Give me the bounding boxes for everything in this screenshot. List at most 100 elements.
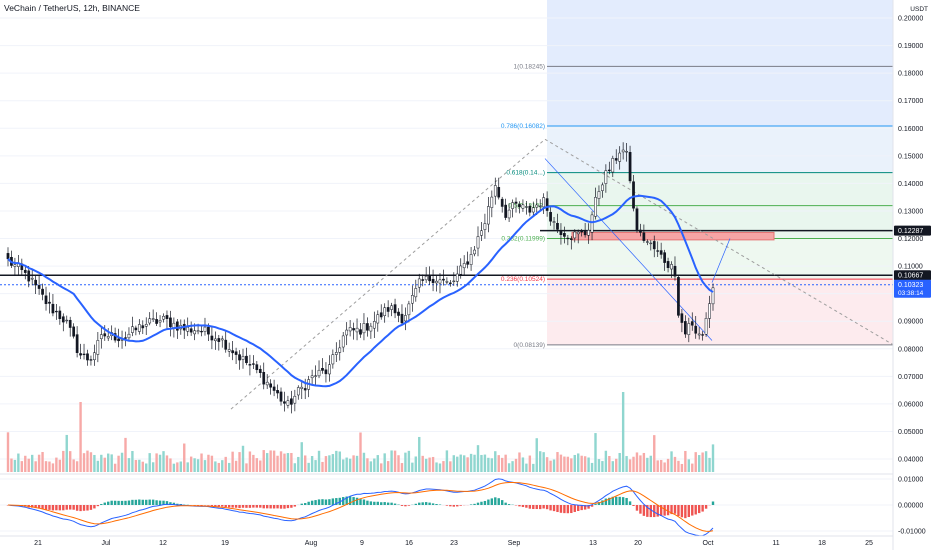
macd-histogram-bar (41, 505, 44, 509)
candle (106, 336, 110, 339)
volume-bar (404, 452, 407, 472)
price-axis-tick: 0.15000 (898, 153, 923, 160)
macd-axis-tick: 0.01000 (898, 477, 923, 484)
macd-histogram-bar (317, 499, 321, 505)
volume-bar (51, 463, 55, 472)
macd-histogram-bar (407, 505, 411, 506)
candle (587, 230, 590, 236)
volume-bar (487, 457, 490, 472)
candle (303, 388, 307, 391)
volume-bar (490, 458, 494, 472)
candle (141, 325, 145, 329)
volume-bar (151, 462, 155, 472)
macd-histogram-bar (380, 502, 383, 505)
macd-histogram-bar (532, 505, 535, 510)
volume-bar (494, 451, 497, 472)
macd-histogram-bar (449, 505, 452, 507)
macd-histogram-bar (72, 505, 75, 510)
macd-histogram-bar (621, 497, 625, 505)
candle (51, 303, 55, 314)
macd-histogram-bar (293, 505, 297, 507)
volume-bar (390, 450, 393, 472)
candle (601, 184, 604, 191)
candle (13, 264, 17, 267)
candle (103, 333, 107, 337)
volume-bar (103, 457, 106, 472)
macd-histogram-bar (445, 505, 449, 506)
fib-zone-786 (547, 125, 893, 173)
volume-bar (286, 453, 290, 472)
volume-bar (79, 402, 82, 472)
volume-bar (27, 458, 30, 472)
macd-histogram-bar (359, 499, 362, 505)
volume-bar (24, 455, 27, 472)
price-axis-tick: 0.20000 (898, 16, 923, 23)
candle (431, 278, 435, 284)
fib-level-label: 1(0.18245) (514, 63, 545, 70)
candle (635, 208, 639, 230)
candle (379, 312, 383, 318)
macd-histogram-bar (659, 505, 663, 516)
candle (148, 318, 152, 324)
price-axis-tick: 0.05000 (898, 429, 923, 436)
candle (207, 326, 210, 335)
candle (48, 301, 51, 304)
macd-histogram-bar (310, 500, 314, 505)
volume-bar (331, 454, 335, 472)
macd-histogram-bar (549, 505, 552, 511)
volume-bar (30, 454, 34, 472)
candle (542, 197, 546, 208)
volume-bar (120, 452, 124, 472)
volume-bar (17, 453, 20, 472)
volume-bar (483, 454, 487, 472)
macd-histogram-bar (539, 505, 542, 510)
candle (345, 329, 349, 336)
macd-histogram-bar (44, 505, 48, 510)
time-axis-label: 12 (159, 540, 167, 547)
volume-bar (435, 462, 438, 472)
macd-histogram-bar (110, 500, 113, 505)
candle (252, 363, 255, 365)
candle (621, 149, 625, 153)
volume-bar (41, 452, 44, 472)
volume-bar (248, 451, 252, 472)
candle (545, 198, 549, 211)
fib-level-label: 0(0.08139) (514, 342, 545, 349)
macd-histogram-bar (255, 505, 259, 508)
volume-bar (542, 452, 545, 472)
volume-bar (418, 436, 421, 472)
volume-bar (44, 461, 48, 472)
volume-bar (535, 438, 538, 472)
volume-bar (283, 453, 286, 472)
macd-histogram-bar (570, 505, 573, 514)
macd-histogram-bar (507, 504, 511, 505)
macd-axis-tick: -0.01000 (898, 529, 926, 536)
candle (79, 353, 82, 356)
candle (490, 196, 494, 208)
candle (86, 353, 89, 361)
volume-bar (532, 463, 535, 472)
candle (359, 329, 362, 335)
candle (283, 401, 286, 404)
time-axis-label: 25 (865, 540, 873, 547)
volume-bar (697, 455, 701, 472)
macd-histogram-bar (96, 505, 100, 507)
candle (334, 352, 338, 355)
volume-bar (148, 453, 151, 472)
macd-histogram-bar (207, 505, 210, 506)
volume-bar (141, 461, 144, 472)
macd-histogram-bar (241, 505, 245, 508)
macd-histogram-bar (224, 505, 227, 508)
candle (227, 349, 231, 352)
volume-bar (373, 458, 376, 472)
macd-histogram-bar (386, 502, 390, 505)
fib-zone-top (547, 0, 893, 126)
candle (189, 328, 193, 333)
volume-bar (632, 456, 635, 472)
candle (414, 288, 418, 298)
volume-bar (525, 463, 528, 472)
candle (649, 242, 653, 245)
macd-histogram-bar (37, 505, 41, 509)
volume-bar (411, 462, 414, 472)
